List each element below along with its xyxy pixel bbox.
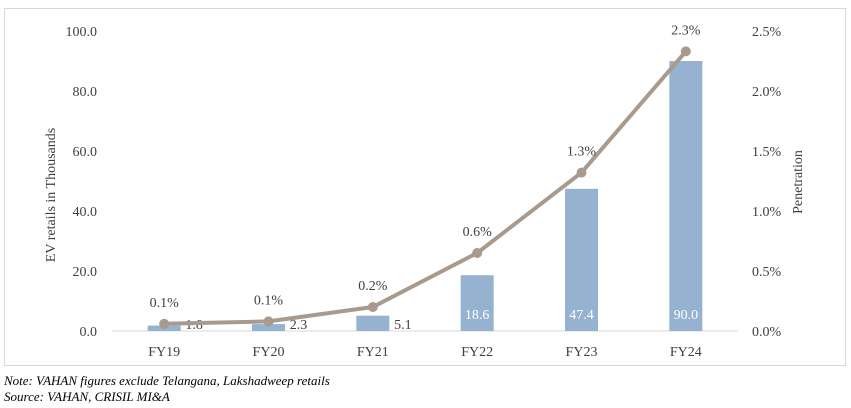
line-point-FY24: [680, 46, 691, 57]
x-tick-label: FY24: [670, 345, 702, 360]
bar-label: 2.3: [290, 318, 308, 333]
x-tick-label: FY19: [148, 345, 180, 360]
left-tick-label: 100.0: [66, 25, 98, 40]
bar-FY21: [356, 315, 390, 331]
right-tick-label: 0.5%: [752, 265, 782, 280]
source-text: Source: VAHAN, CRISIL MI&A: [4, 389, 170, 404]
right-tick-label: 2.0%: [752, 85, 782, 100]
left-tick-label: 80.0: [73, 85, 98, 100]
note-text: Note: VAHAN figures exclude Telangana, L…: [4, 373, 330, 388]
line-label: 1.3%: [567, 145, 597, 160]
left-axis-label: EV retails in Thousands: [44, 128, 59, 262]
line-point-FY19: [159, 318, 170, 329]
right-tick-label: 2.5%: [752, 25, 782, 40]
left-tick-label: 60.0: [73, 145, 98, 160]
right-axis-label: Penetration: [791, 150, 806, 214]
bar-labels: 1.8 2.3 5.1 18.6 47.4 90.0: [185, 308, 698, 333]
bar-label: 18.6: [465, 308, 490, 323]
bar-label: 5.1: [394, 318, 412, 333]
left-tick-label: 20.0: [73, 265, 98, 280]
line-label: 0.1%: [254, 293, 284, 308]
line-points: [159, 46, 691, 329]
left-axis-ticks: 0.0 20.0 40.0 60.0 80.0 100.0: [66, 25, 98, 340]
left-tick-label: 40.0: [73, 205, 98, 220]
line-label: 2.3%: [671, 23, 701, 38]
x-tick-label: FY20: [253, 345, 285, 360]
x-tick-label: FY23: [566, 345, 598, 360]
bar-FY22: [460, 275, 494, 331]
x-tick-label: FY22: [461, 345, 493, 360]
right-tick-label: 0.0%: [752, 325, 782, 340]
x-tick-label: FY21: [357, 345, 389, 360]
bar-label: 90.0: [674, 308, 699, 323]
bars: [147, 61, 703, 331]
line-label: 0.6%: [463, 225, 493, 240]
bar-FY24: [669, 61, 703, 331]
line-point-FY21: [367, 302, 378, 312]
x-axis-ticks: FY19 FY20 FY21 FY22 FY23 FY24: [148, 345, 702, 360]
ev-retails-chart: 0.0 20.0 40.0 60.0 80.0 100.0 0.0% 0.5% 1.0% 1.5…: [44, 23, 806, 360]
line-label: 0.2%: [358, 279, 388, 294]
chart-frame: [4, 8, 846, 366]
penetration-line: [164, 50, 688, 326]
right-tick-label: 1.0%: [752, 205, 782, 220]
line-point-FY20: [263, 316, 274, 327]
right-tick-label: 1.5%: [752, 145, 782, 160]
line-labels: 0.1% 0.1% 0.2% 0.6% 1.3% 2.3%: [150, 23, 701, 310]
line-point-FY23: [576, 167, 587, 178]
bar-FY20: [252, 324, 285, 331]
right-axis-ticks: 0.0% 0.5% 1.0% 1.5% 2.0% 2.5%: [752, 25, 782, 340]
line-point-FY22: [472, 248, 483, 258]
line-label: 0.1%: [150, 296, 180, 311]
bar-label: 47.4: [569, 308, 594, 323]
bar-FY23: [565, 188, 598, 331]
left-tick-label: 0.0: [80, 325, 98, 340]
bar-label: 1.8: [185, 318, 203, 333]
